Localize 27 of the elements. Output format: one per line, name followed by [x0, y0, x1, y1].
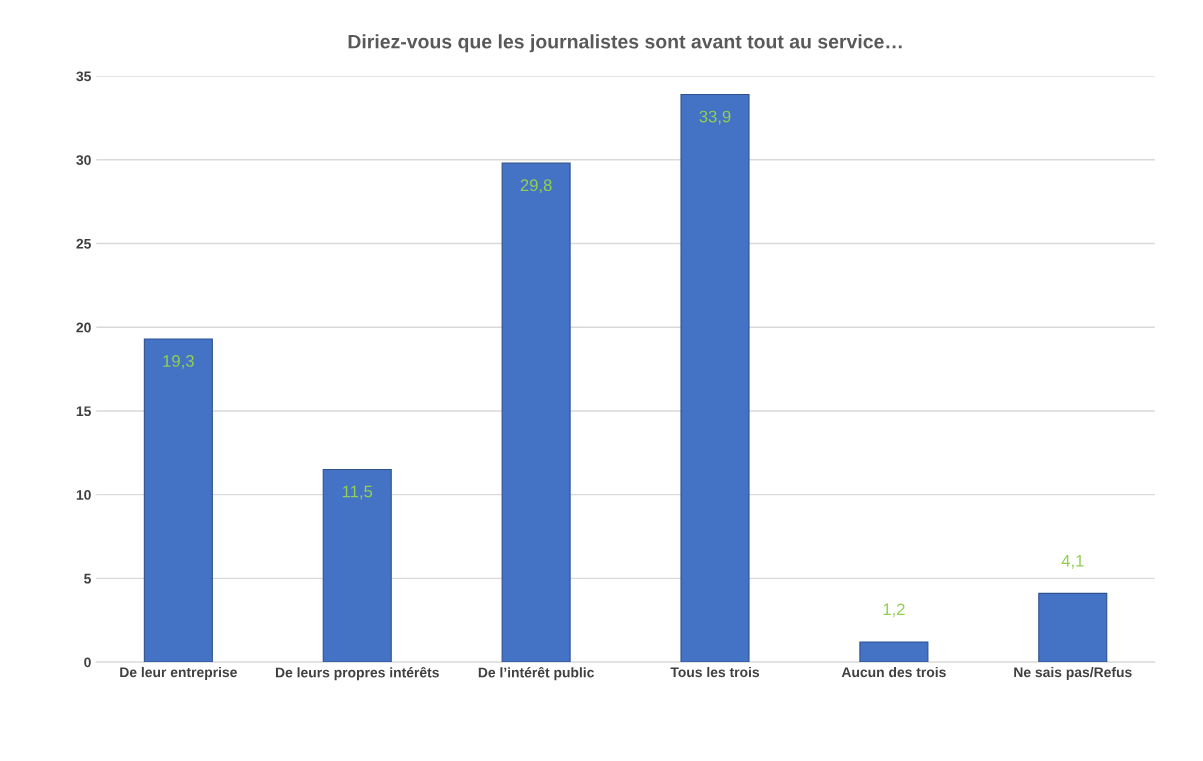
- bar: [322, 468, 392, 663]
- y-tick-label: 10: [76, 489, 91, 500]
- bar: [680, 93, 750, 663]
- x-tick-label: De leur entreprise: [120, 666, 237, 680]
- data-label: 19,3: [163, 355, 194, 369]
- chart-title: Diriez-vous que les journalistes sont avant tout au service…: [348, 34, 902, 53]
- x-tick-label: De l’intérêt public: [478, 666, 594, 681]
- data-label: 11,5: [342, 485, 373, 500]
- bar: [859, 641, 929, 663]
- x-tick-label: Ne sais pas/Refus: [1014, 666, 1132, 680]
- y-tick-label: 25: [76, 238, 91, 249]
- x-tick-label: Aucun des trois: [841, 666, 946, 678]
- bar: [501, 162, 571, 663]
- y-tick-label: 35: [76, 71, 91, 82]
- bar: [143, 338, 213, 663]
- bar: [1038, 592, 1108, 663]
- y-tick-label: 15: [76, 406, 91, 417]
- data-label: 33,9: [699, 110, 731, 125]
- x-tick-label: Tous les trois: [670, 666, 760, 678]
- data-label: 4,1: [1061, 555, 1084, 569]
- y-tick-label: 0: [84, 657, 91, 668]
- data-label: 29,8: [520, 179, 552, 194]
- data-label: 1,2: [883, 603, 905, 618]
- y-tick-label: 30: [76, 155, 91, 165]
- y-tick-label: 20: [76, 322, 91, 333]
- y-tick-label: 5: [84, 573, 91, 584]
- x-tick-label: De leurs propres intérêts: [275, 666, 439, 681]
